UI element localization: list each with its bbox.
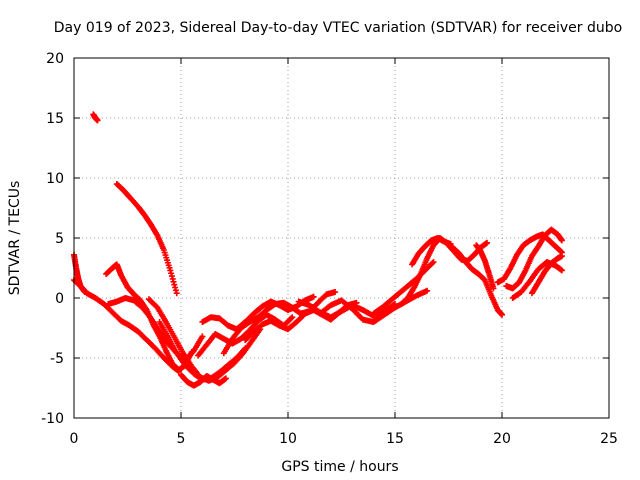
series-track <box>220 289 339 357</box>
data-point <box>172 284 179 291</box>
x-tick-label: 5 <box>177 431 186 447</box>
data-point <box>484 239 491 246</box>
data-point <box>429 260 436 267</box>
data-point <box>199 333 206 340</box>
x-tick-label: 15 <box>386 431 404 447</box>
axis-ticks: 0 5 10 15 20 25 -10 -5 0 5 10 15 20 <box>41 51 618 447</box>
y-tick-label: -5 <box>50 351 64 367</box>
data-point <box>168 273 175 280</box>
data-point <box>289 314 296 321</box>
data-point <box>242 345 249 352</box>
series-track <box>317 287 431 325</box>
series-track <box>473 242 497 292</box>
data-point <box>168 270 175 277</box>
data-point <box>430 259 437 265</box>
x-axis-label: GPS time / hours <box>281 459 398 475</box>
data-point <box>172 287 179 294</box>
data-point <box>169 275 176 282</box>
y-axis-label: SDTVAR / TECUs <box>7 181 23 296</box>
data-points <box>71 111 565 389</box>
x-tick-label: 25 <box>600 431 618 447</box>
series-track <box>90 111 101 124</box>
data-point <box>173 290 180 297</box>
data-point <box>167 267 174 274</box>
y-tick-label: 15 <box>46 111 64 127</box>
x-tick-label: 0 <box>70 431 79 447</box>
data-point <box>170 278 177 285</box>
data-point <box>222 375 229 382</box>
data-point <box>94 117 101 124</box>
y-tick-label: 5 <box>55 231 64 247</box>
series-track <box>449 244 505 318</box>
series-track <box>509 259 565 301</box>
series-track <box>178 371 229 389</box>
data-point <box>558 267 565 274</box>
data-point <box>424 287 431 294</box>
data-point <box>288 315 295 322</box>
data-point <box>558 237 565 244</box>
series-track <box>494 231 565 286</box>
y-tick-label: 0 <box>55 291 64 307</box>
series-track <box>528 253 565 297</box>
y-tick-label: -10 <box>41 411 64 427</box>
data-point <box>310 293 317 300</box>
data-point <box>332 289 339 295</box>
y-tick-label: 20 <box>46 51 64 67</box>
series-track <box>295 298 398 321</box>
x-tick-label: 20 <box>493 431 511 447</box>
series-track <box>113 181 180 297</box>
y-tick-label: 10 <box>46 171 64 187</box>
chart-title: Day 019 of 2023, Sidereal Day-to-day VTE… <box>54 20 622 36</box>
data-point <box>171 281 178 288</box>
data-point <box>558 253 565 259</box>
series-track <box>409 235 454 268</box>
data-point <box>490 285 497 292</box>
series-track <box>503 226 565 292</box>
data-point <box>499 311 505 318</box>
x-tick-label: 10 <box>279 431 297 447</box>
